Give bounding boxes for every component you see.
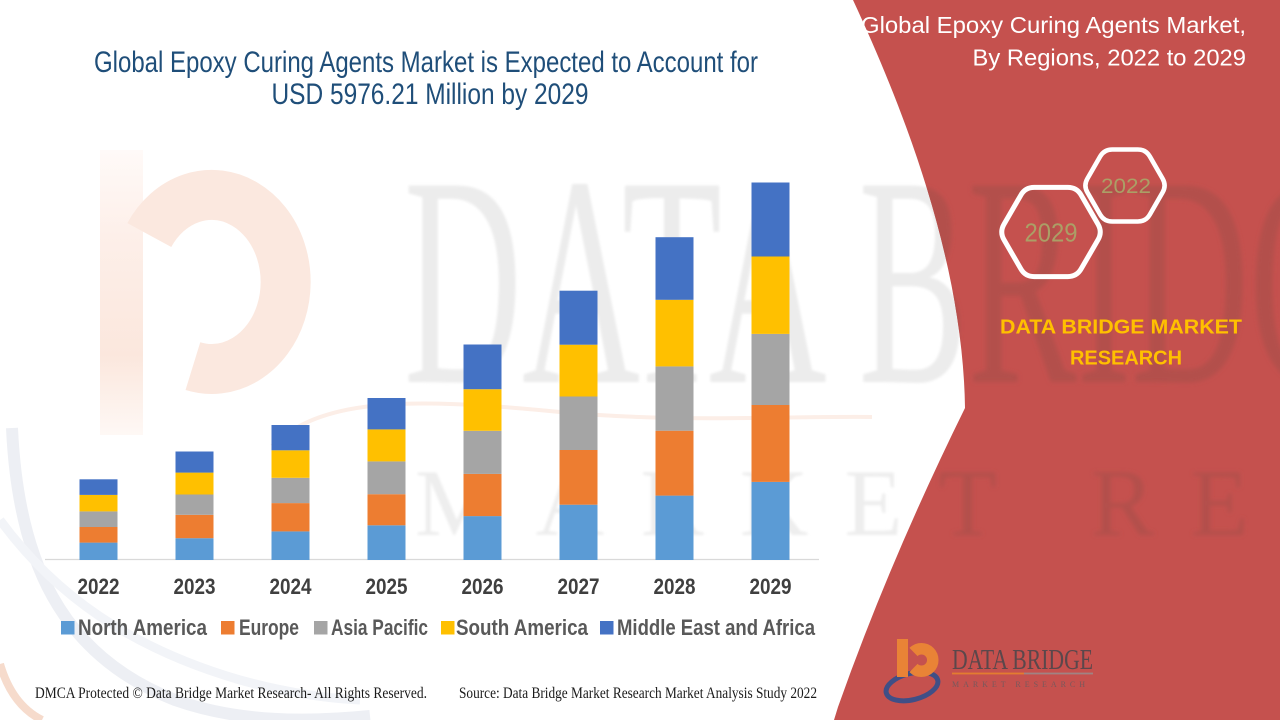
- svg-text:DATA BRIDGE: DATA BRIDGE: [952, 645, 1093, 676]
- svg-text:2024: 2024: [270, 574, 312, 599]
- svg-text:MARKET RESEARCH: MARKET RESEARCH: [952, 680, 1085, 689]
- svg-text:USD 5976.21 Million by 2029: USD 5976.21 Million by 2029: [272, 78, 589, 111]
- svg-text:Source: Data Bridge Market Res: Source: Data Bridge Market Research Mark…: [459, 685, 817, 702]
- svg-text:Middle East and Africa: Middle East and Africa: [617, 615, 816, 640]
- svg-text:North America: North America: [78, 615, 208, 640]
- svg-text:2022: 2022: [78, 574, 120, 599]
- svg-text:South America: South America: [456, 615, 589, 640]
- svg-text:2023: 2023: [174, 574, 216, 599]
- svg-text:Europe: Europe: [239, 615, 299, 640]
- svg-text:2026: 2026: [462, 574, 504, 599]
- svg-text:DATA BRIDGE MARKET: DATA BRIDGE MARKET: [1000, 317, 1242, 339]
- svg-text:2029: 2029: [750, 574, 792, 599]
- svg-text:2022: 2022: [1101, 175, 1151, 198]
- svg-text:By Regions, 2022 to 2029: By Regions, 2022 to 2029: [973, 45, 1247, 71]
- svg-text:2028: 2028: [654, 574, 696, 599]
- svg-text:RESEARCH: RESEARCH: [1070, 348, 1182, 370]
- svg-text:2029: 2029: [1025, 218, 1078, 248]
- svg-text:2025: 2025: [366, 574, 408, 599]
- svg-text:Global Epoxy Curing Agents Mar: Global Epoxy Curing Agents Market,: [861, 12, 1246, 38]
- svg-text:Asia Pacific: Asia Pacific: [331, 615, 428, 640]
- svg-text:Global Epoxy Curing Agents Mar: Global Epoxy Curing Agents Market is Exp…: [94, 46, 758, 79]
- svg-text:2027: 2027: [558, 574, 600, 599]
- svg-text:DMCA Protected © Data Bridge M: DMCA Protected © Data Bridge Market Rese…: [35, 685, 427, 702]
